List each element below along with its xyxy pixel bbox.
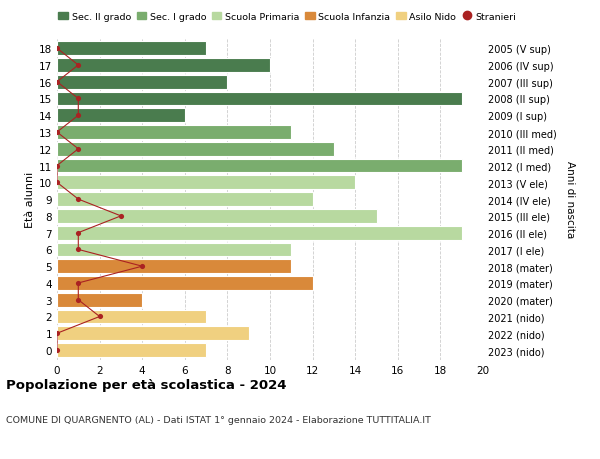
Bar [57, 176, 355, 190]
Bar [57, 260, 292, 274]
Bar [57, 42, 206, 56]
Point [52, 162, 62, 170]
Point [52, 347, 62, 354]
Bar [57, 327, 249, 341]
Y-axis label: Età alunni: Età alunni [25, 172, 35, 228]
Point [74, 280, 83, 287]
Point [52, 179, 62, 187]
Bar [57, 226, 462, 240]
Bar [57, 243, 292, 257]
Point [137, 263, 147, 270]
Bar [57, 143, 334, 157]
Point [52, 45, 62, 53]
Legend: Sec. II grado, Sec. I grado, Scuola Primaria, Scuola Infanzia, Asilo Nido, Stran: Sec. II grado, Sec. I grado, Scuola Prim… [58, 11, 517, 22]
Point [74, 62, 83, 69]
Text: Popolazione per età scolastica - 2024: Popolazione per età scolastica - 2024 [6, 379, 287, 392]
Point [74, 246, 83, 253]
Point [52, 79, 62, 86]
Point [74, 230, 83, 237]
Bar [57, 76, 227, 90]
Point [95, 313, 104, 320]
Bar [57, 59, 270, 73]
Point [52, 330, 62, 337]
Point [74, 146, 83, 153]
Bar [57, 343, 206, 357]
Bar [57, 92, 462, 106]
Text: COMUNE DI QUARGNENTO (AL) - Dati ISTAT 1° gennaio 2024 - Elaborazione TUTTITALIA: COMUNE DI QUARGNENTO (AL) - Dati ISTAT 1… [6, 415, 431, 425]
Point [74, 196, 83, 203]
Point [52, 129, 62, 136]
Bar [57, 193, 313, 207]
Bar [57, 210, 377, 223]
Bar [57, 159, 462, 173]
Point [74, 112, 83, 120]
Point [116, 213, 126, 220]
Bar [57, 293, 142, 307]
Bar [57, 276, 313, 290]
Point [74, 95, 83, 103]
Bar [57, 126, 292, 140]
Y-axis label: Anni di nascita: Anni di nascita [565, 161, 575, 238]
Bar [57, 109, 185, 123]
Bar [57, 310, 206, 324]
Point [74, 297, 83, 304]
